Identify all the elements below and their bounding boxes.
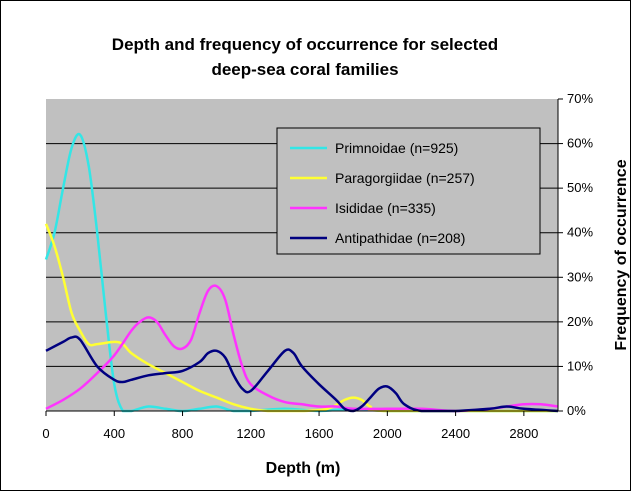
legend-label-antipathidae: Antipathidae (n=208) <box>335 230 465 246</box>
y-tick-label: 60% <box>567 136 593 151</box>
x-tick-labels: 0 400 800 1200 1600 2000 2400 2800 <box>42 426 538 441</box>
y-tick-label: 50% <box>567 180 593 195</box>
y-tick-label: 30% <box>567 269 593 284</box>
x-tick-label: 2400 <box>441 426 470 441</box>
legend-label-isididae: Isididae (n=335) <box>335 200 436 216</box>
x-tick-label: 2000 <box>373 426 402 441</box>
series-line-antipathidae <box>45 335 559 413</box>
x-tick-label: 800 <box>172 426 194 441</box>
y-tick-label: 40% <box>567 225 593 240</box>
x-tick-label: 1200 <box>236 426 265 441</box>
y-tick-label: 20% <box>567 314 593 329</box>
series-line-paragorgiidae <box>44 223 558 413</box>
axes <box>45 98 563 416</box>
x-tick-label: 400 <box>103 426 125 441</box>
y-tick-label: 10% <box>567 358 593 373</box>
x-tick-label: 2800 <box>509 426 538 441</box>
y-tick-label: 70% <box>567 91 593 106</box>
series-layer <box>44 132 559 413</box>
chart-title-line1: Depth and frequency of occurrence for se… <box>112 35 498 54</box>
x-axis-label: Depth (m) <box>266 460 341 477</box>
y-tick-labels: 0% 10% 20% 30% 40% 50% 60% 70% <box>567 91 593 418</box>
legend-label-paragorgiidae: Paragorgiidae (n=257) <box>335 170 475 186</box>
chart-title-line2: deep-sea coral families <box>211 60 398 79</box>
legend-label-primnoidae: Primnoidae (n=925) <box>335 140 458 156</box>
y-axis-label: Frequency of occurrence <box>613 159 630 350</box>
x-tick-label: 0 <box>42 426 49 441</box>
y-tick-label: 0% <box>567 403 586 418</box>
legend: Primnoidae (n=925) Paragorgiidae (n=257) I… <box>276 127 541 255</box>
x-tick-label: 1600 <box>305 426 334 441</box>
